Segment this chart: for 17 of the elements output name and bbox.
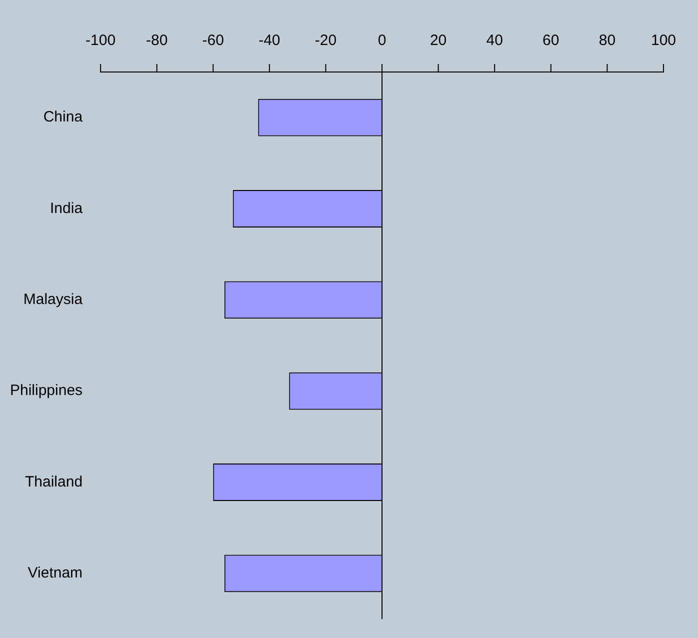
x-tick-label: 60 xyxy=(542,32,560,50)
y-tick-label: Malaysia xyxy=(23,291,84,308)
x-tick-label: -20 xyxy=(314,32,337,50)
x-tick-label: -100 xyxy=(86,32,116,50)
x-tick-label: -40 xyxy=(258,32,280,50)
y-tick-label: China xyxy=(43,108,84,126)
x-tick-label: 0 xyxy=(378,32,386,50)
x-tick-label: 20 xyxy=(430,32,447,50)
y-tick-label: Thailand xyxy=(25,473,83,490)
y-tick-label: Vietnam xyxy=(28,564,83,582)
y-tick-label: India xyxy=(50,200,84,217)
x-tick-label: 100 xyxy=(650,32,676,50)
x-tick-label: -60 xyxy=(202,32,224,50)
x-tick-label: 80 xyxy=(598,32,616,50)
x-tick-label: 40 xyxy=(486,32,503,50)
x-tick-label: -80 xyxy=(146,32,168,50)
y-tick-label: Philippines xyxy=(10,382,83,400)
